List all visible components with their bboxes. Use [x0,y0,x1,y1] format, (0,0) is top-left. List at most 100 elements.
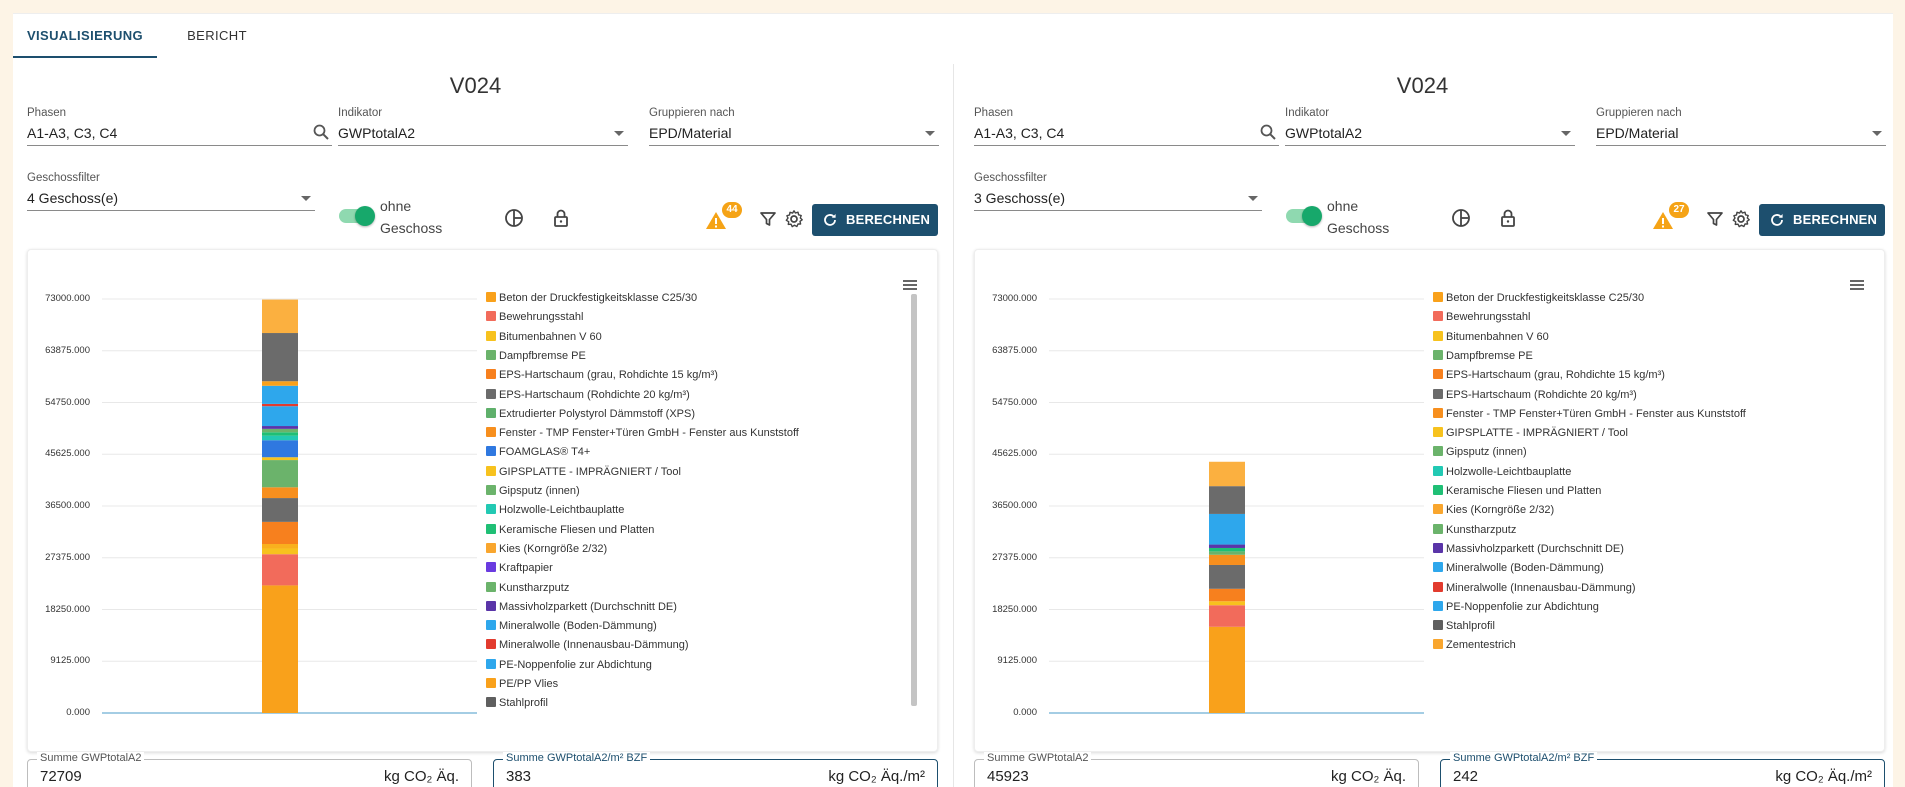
without-floor-toggle[interactable] [1286,206,1322,226]
indicator-value[interactable]: GWPtotalA2 [1285,122,1575,146]
lock-icon[interactable] [1497,207,1519,229]
group-by-value[interactable]: EPD/Material [1596,122,1886,146]
legend-item[interactable]: Bewehrungsstahl [486,309,583,325]
pie-chart-icon[interactable] [1450,207,1472,229]
legend-item[interactable]: Gipsputz (innen) [486,483,580,499]
legend-scrollbar[interactable] [911,294,917,706]
chart-menu-icon[interactable] [1850,280,1864,290]
legend-item[interactable]: FOAMGLAS® T4+ [486,444,590,460]
indicator-select[interactable]: Indikator GWPtotalA2 [338,107,628,146]
legend-item[interactable]: Holzwolle-Leichtbauplatte [486,502,624,518]
bar-segment[interactable] [262,543,298,549]
phases-field[interactable]: Phasen A1-A3, C3, C4 [27,107,332,146]
group-by-select[interactable]: Gruppieren nach EPD/Material [1596,107,1886,146]
legend-item[interactable]: Gipsputz (innen) [1433,444,1527,460]
bar-segment[interactable] [262,428,298,433]
pie-chart-icon[interactable] [503,207,525,229]
bar-segment[interactable] [262,498,298,522]
floor-filter-select[interactable]: Geschossfilter 4 Geschoss(e) [27,172,315,211]
bar-segment[interactable] [262,440,298,458]
sum-bzf-field[interactable]: Summe GWPtotalA2/m² BZF 242 kg CO₂ Äq./m… [1440,752,1885,787]
search-icon[interactable] [312,123,330,147]
calculate-button[interactable]: BERECHNEN [812,204,938,236]
bar-segment[interactable] [262,460,298,488]
bar-segment[interactable] [262,487,298,499]
bar-segment[interactable] [1209,554,1245,565]
bar-segment[interactable] [262,521,298,544]
group-by-select[interactable]: Gruppieren nach EPD/Material [649,107,939,146]
calculate-button[interactable]: BERECHNEN [1759,204,1885,236]
legend-item[interactable]: Bitumenbahnen V 60 [486,329,602,345]
legend-item[interactable]: Massivholzparkett (Durchschnitt DE) [1433,541,1624,557]
legend-item[interactable]: Kunstharzputz [1433,522,1516,538]
bar-segment[interactable] [262,406,298,427]
legend-item[interactable]: Massivholzparkett (Durchschnitt DE) [486,599,677,615]
legend-item[interactable]: Extrudierter Polystyrol Dämmstoff (XPS) [486,406,695,422]
bar-segment[interactable] [262,333,298,382]
bar-segment[interactable] [262,426,298,429]
legend-item[interactable]: Fenster - TMP Fenster+Türen GmbH - Fenst… [486,425,799,441]
phases-field[interactable]: Phasen A1-A3, C3, C4 [974,107,1279,146]
legend-item[interactable]: EPS-Hartschaum (grau, Rohdichte 15 kg/m³… [486,367,718,383]
legend-item[interactable]: EPS-Hartschaum (grau, Rohdichte 15 kg/m³… [1433,367,1665,383]
legend-item[interactable]: Kunstharzputz [486,580,569,596]
legend-item[interactable]: Beton der Druckfestigkeitsklasse C25/30 [486,290,697,306]
bar-segment[interactable] [262,385,298,404]
tab-visualisierung[interactable]: VISUALISIERUNG [13,14,157,58]
legend-item[interactable]: EPS-Hartschaum (Rohdichte 20 kg/m³) [1433,387,1637,403]
phases-value[interactable]: A1-A3, C3, C4 [974,122,1279,146]
floor-filter-select[interactable]: Geschossfilter 3 Geschoss(e) [974,172,1262,211]
legend-item[interactable]: Dampfbremse PE [486,348,586,364]
legend-item[interactable]: Kies (Korngröße 2/32) [1433,502,1554,518]
bar-segment[interactable] [1209,461,1245,487]
legend-item[interactable]: Beton der Druckfestigkeitsklasse C25/30 [1433,290,1644,306]
lock-icon[interactable] [550,207,572,229]
phases-value[interactable]: A1-A3, C3, C4 [27,122,332,146]
bar-segment[interactable] [262,548,298,555]
bar-segment[interactable] [262,435,298,441]
legend-item[interactable]: Kraftpapier [486,560,553,576]
legend-item[interactable]: Zementestrich [1433,637,1516,653]
tab-bericht[interactable]: BERICHT [187,28,247,43]
legend-item[interactable]: Stahlprofil [486,695,548,711]
bar-segment[interactable] [1209,588,1245,602]
bar-segment[interactable] [262,299,298,334]
without-floor-toggle[interactable] [339,206,375,226]
floor-filter-value[interactable]: 3 Geschoss(e) [974,187,1262,211]
legend-item[interactable]: GIPSPLATTE - IMPRÄGNIERT / Tool [486,464,681,480]
bar-segment[interactable] [262,432,298,436]
bar-segment[interactable] [1209,564,1245,589]
legend-item[interactable]: Bewehrungsstahl [1433,309,1530,325]
bar-segment[interactable] [1209,486,1245,514]
bar-segment[interactable] [1209,605,1245,627]
bar-segment[interactable] [262,403,298,407]
legend-item[interactable]: GIPSPLATTE - IMPRÄGNIERT / Tool [1433,425,1628,441]
indicator-value[interactable]: GWPtotalA2 [338,122,628,146]
legend-item[interactable]: Holzwolle-Leichtbauplatte [1433,464,1571,480]
bar-segment[interactable] [262,457,298,461]
gear-icon[interactable] [784,209,806,231]
bar-segment[interactable] [1209,547,1245,552]
legend-item[interactable]: PE-Noppenfolie zur Abdichtung [1433,599,1599,615]
legend-item[interactable]: Keramische Fliesen und Platten [486,522,654,538]
warning-icon[interactable] [1652,210,1674,232]
filter-icon[interactable] [758,209,780,231]
bar-segment[interactable] [1209,626,1245,713]
legend-item[interactable]: Stahlprofil [1433,618,1495,634]
floor-filter-value[interactable]: 4 Geschoss(e) [27,187,315,211]
sum-bzf-field[interactable]: Summe GWPtotalA2/m² BZF 383 kg CO₂ Äq./m… [493,752,938,787]
legend-item[interactable]: Dampfbremse PE [1433,348,1533,364]
warning-icon[interactable] [705,210,727,232]
legend-item[interactable]: Mineralwolle (Boden-Dämmung) [486,618,657,634]
bar-segment[interactable] [1209,513,1245,545]
legend-item[interactable]: Bitumenbahnen V 60 [1433,329,1549,345]
chart-menu-icon[interactable] [903,280,917,290]
legend-item[interactable]: Kies (Korngröße 2/32) [486,541,607,557]
legend-item[interactable]: PE/PP Vlies [486,676,558,692]
legend-item[interactable]: Keramische Fliesen und Platten [1433,483,1601,499]
legend-item[interactable]: Mineralwolle (Innenausbau-Dämmung) [486,637,689,653]
legend-item[interactable]: Mineralwolle (Boden-Dämmung) [1433,560,1604,576]
bar-segment[interactable] [262,585,298,713]
bar-segment[interactable] [262,554,298,586]
bar-segment[interactable] [1209,544,1245,548]
